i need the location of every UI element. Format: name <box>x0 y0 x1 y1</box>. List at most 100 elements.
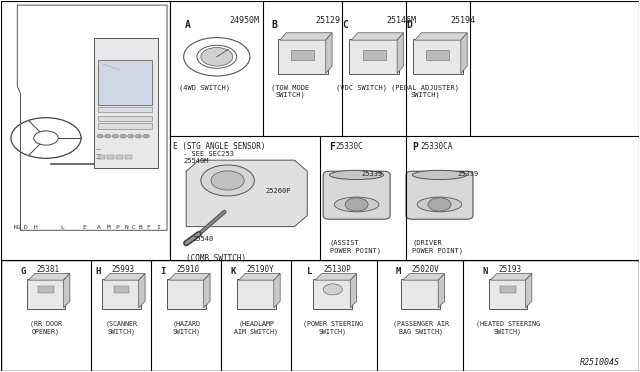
Text: 25330C: 25330C <box>336 142 364 151</box>
Text: 25260P: 25260P <box>266 188 291 194</box>
Text: (POWER STEERING
SWITCH): (POWER STEERING SWITCH) <box>303 321 363 335</box>
Text: 25129: 25129 <box>316 16 340 25</box>
Bar <box>363 50 386 61</box>
Text: K: K <box>231 267 236 276</box>
Ellipse shape <box>334 197 379 212</box>
Text: (HEADLAMP
AIM SWITCH): (HEADLAMP AIM SWITCH) <box>234 321 278 335</box>
Bar <box>113 286 129 293</box>
Text: (ASSIST
POWER POINT): (ASSIST POWER POINT) <box>330 240 381 254</box>
Polygon shape <box>351 33 403 40</box>
Bar <box>116 155 123 160</box>
Text: 25339: 25339 <box>362 171 383 177</box>
Polygon shape <box>274 273 280 308</box>
Polygon shape <box>169 273 210 280</box>
FancyBboxPatch shape <box>413 39 463 74</box>
Text: I: I <box>161 267 166 276</box>
Text: KG: KG <box>13 225 21 230</box>
Polygon shape <box>525 273 532 308</box>
Polygon shape <box>461 33 467 73</box>
Text: (SCANNER
SWITCH): (SCANNER SWITCH) <box>105 321 137 335</box>
Text: G: G <box>20 267 26 276</box>
Polygon shape <box>397 33 403 73</box>
Text: (PEDAL ADJUSTER)
SWITCH): (PEDAL ADJUSTER) SWITCH) <box>391 84 459 99</box>
Text: 25130P: 25130P <box>323 265 351 275</box>
Circle shape <box>201 48 233 66</box>
Text: A: A <box>185 20 191 30</box>
Text: F: F <box>146 225 150 230</box>
Text: N: N <box>483 267 488 276</box>
Circle shape <box>201 165 254 196</box>
Text: 25910: 25910 <box>177 265 200 275</box>
Text: P: P <box>115 225 119 230</box>
FancyBboxPatch shape <box>102 279 141 309</box>
Circle shape <box>211 171 244 190</box>
Text: 25381: 25381 <box>36 265 60 275</box>
Bar <box>170 1 639 260</box>
FancyBboxPatch shape <box>26 279 65 309</box>
Polygon shape <box>104 273 145 280</box>
FancyBboxPatch shape <box>278 39 328 74</box>
Polygon shape <box>316 273 356 280</box>
Text: (DRIVER
POWER POINT): (DRIVER POWER POINT) <box>412 240 463 254</box>
Text: (4WD SWITCH): (4WD SWITCH) <box>179 84 230 91</box>
Bar <box>125 155 132 160</box>
FancyBboxPatch shape <box>488 279 527 309</box>
Text: P: P <box>412 142 419 152</box>
Text: 25020V: 25020V <box>411 265 439 275</box>
Circle shape <box>97 134 103 138</box>
Text: 24950M: 24950M <box>230 16 259 25</box>
Bar <box>1 1 170 260</box>
Text: B: B <box>138 225 142 230</box>
FancyBboxPatch shape <box>167 279 205 309</box>
Bar <box>1 260 639 371</box>
Text: (VDC SWITCH): (VDC SWITCH) <box>336 84 387 91</box>
Bar <box>291 50 314 61</box>
Polygon shape <box>438 273 445 308</box>
Polygon shape <box>280 33 332 40</box>
Circle shape <box>135 134 141 138</box>
FancyBboxPatch shape <box>349 39 399 74</box>
Text: M: M <box>107 225 110 230</box>
Text: H: H <box>34 225 38 230</box>
Circle shape <box>428 198 451 211</box>
Text: A: A <box>97 225 100 230</box>
Text: (HAZARD
SWITCH): (HAZARD SWITCH) <box>172 321 200 335</box>
Text: D: D <box>406 20 412 30</box>
Text: M: M <box>395 267 401 276</box>
Ellipse shape <box>412 170 467 180</box>
Text: (COMB SWITCH): (COMB SWITCH) <box>186 254 246 263</box>
Text: E (STG ANGLE SENSOR): E (STG ANGLE SENSOR) <box>173 142 266 151</box>
Circle shape <box>345 198 368 211</box>
Text: N: N <box>124 225 128 230</box>
Text: E: E <box>83 225 86 230</box>
Text: I: I <box>156 225 160 230</box>
Text: C: C <box>342 20 348 30</box>
Bar <box>107 155 114 160</box>
Text: (PASSENGER AIR
BAG SWITCH): (PASSENGER AIR BAG SWITCH) <box>393 321 449 335</box>
Text: 25146M: 25146M <box>387 16 417 25</box>
Text: 25190Y: 25190Y <box>246 265 275 275</box>
Text: (HEATED STEERING
SWITCH): (HEATED STEERING SWITCH) <box>476 321 540 335</box>
Bar <box>99 123 152 129</box>
FancyBboxPatch shape <box>323 171 390 219</box>
Polygon shape <box>204 273 210 308</box>
Text: L: L <box>60 225 64 230</box>
Polygon shape <box>186 160 307 227</box>
Polygon shape <box>415 33 467 40</box>
Polygon shape <box>63 273 70 308</box>
Text: 25540: 25540 <box>193 236 214 242</box>
Bar <box>99 61 152 105</box>
Text: - SEE SEC253: - SEE SEC253 <box>183 151 234 157</box>
Text: (RR DOOR
OPENER): (RR DOOR OPENER) <box>30 321 62 335</box>
FancyBboxPatch shape <box>406 171 473 219</box>
Text: (TOW MODE
SWITCH): (TOW MODE SWITCH) <box>271 84 309 99</box>
Bar <box>500 286 516 293</box>
Bar <box>99 116 152 121</box>
Circle shape <box>104 134 111 138</box>
Text: H: H <box>96 267 101 276</box>
Text: D: D <box>24 225 28 230</box>
Circle shape <box>120 134 126 138</box>
Text: F: F <box>330 142 335 152</box>
Polygon shape <box>490 273 532 280</box>
Bar <box>99 155 105 160</box>
